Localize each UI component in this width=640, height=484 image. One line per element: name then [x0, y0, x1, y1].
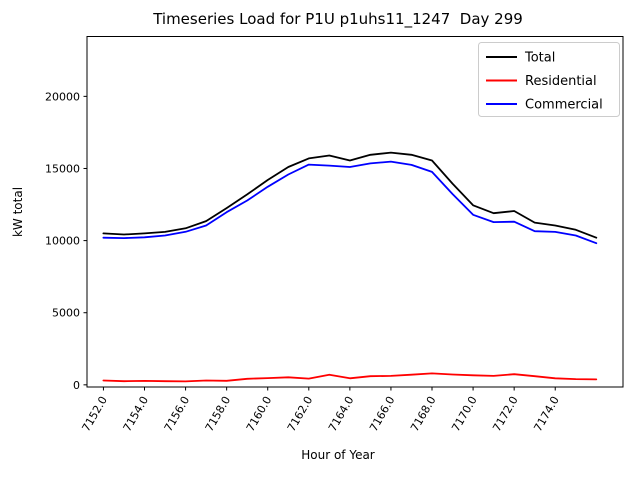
series-line-total — [102, 151, 598, 239]
legend-label-residential: Residential — [525, 74, 597, 89]
legend-entry-residential: Residential — [486, 74, 597, 89]
legend-label-commercial: Commercial — [525, 98, 603, 113]
x-axis-label: Hour of Year — [301, 448, 375, 462]
y-tick-label: 20000 — [45, 90, 80, 103]
legend-entry-commercial: Commercial — [486, 98, 603, 113]
y-axis-ticks: 0 5000 10000 15000 20000 — [45, 90, 87, 392]
y-tick-label: 5000 — [52, 307, 80, 320]
legend-entry-total: Total — [486, 51, 555, 66]
y-tick-label: 0 — [73, 379, 80, 392]
chart-title: Timeseries Load for P1U p1uhs11_1247 Day… — [152, 10, 523, 29]
y-tick-label: 10000 — [45, 235, 80, 248]
y-tick-label: 15000 — [45, 162, 80, 175]
data-series-lines — [102, 151, 598, 383]
legend-label-total: Total — [524, 51, 555, 66]
y-axis-label: kW total — [11, 187, 25, 237]
series-line-commercial — [102, 160, 598, 245]
legend-frame — [478, 42, 620, 117]
series-line-residential — [102, 372, 598, 383]
legend: Total Residential Commercial — [478, 42, 620, 117]
